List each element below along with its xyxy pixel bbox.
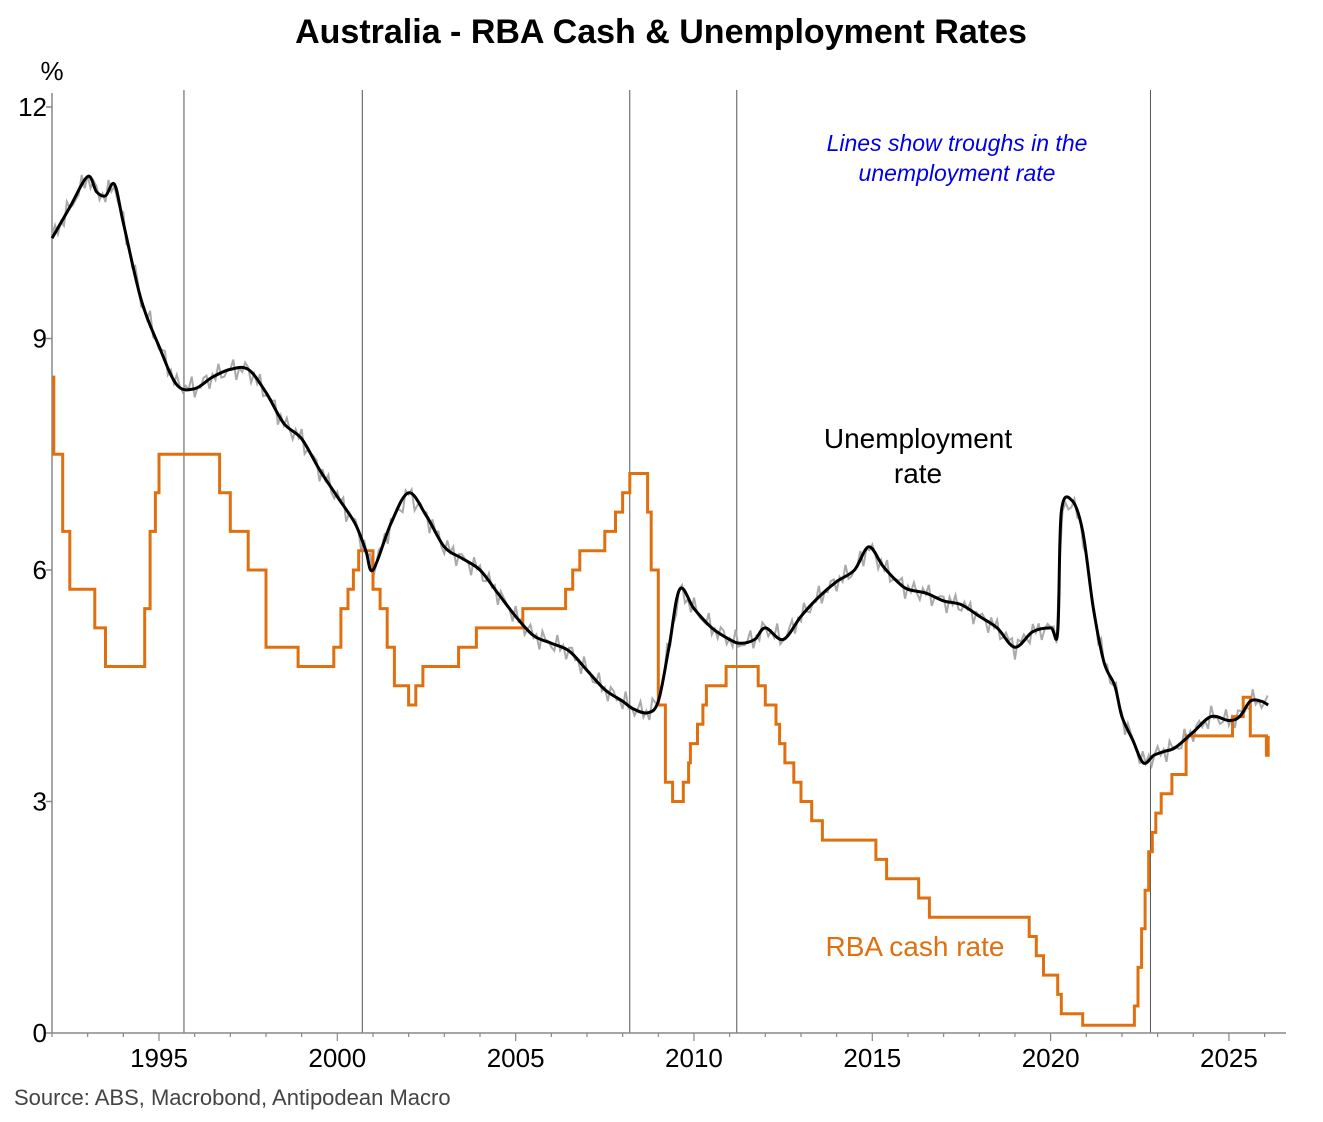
x-tick-label-2020: 2020 xyxy=(1022,1043,1080,1073)
y-tick-label-12: 12 xyxy=(18,92,47,122)
y-tick-label-9: 9 xyxy=(33,324,47,354)
y-axis-unit: % xyxy=(40,56,63,86)
source-note: Source: ABS, Macrobond, Antipodean Macro xyxy=(14,1085,451,1110)
x-tick-label-2000: 2000 xyxy=(308,1043,366,1073)
x-axis: 1995 2000 2005 2010 2015 2020 2025 xyxy=(51,1032,1286,1073)
cash-rate-label: RBA cash rate xyxy=(826,931,1005,962)
y-axis: 0 3 6 9 12 xyxy=(18,92,53,1048)
chart-title: Australia - RBA Cash & Unemployment Rate… xyxy=(295,13,1027,51)
unemployment-label-line-2: rate xyxy=(894,458,942,489)
annotation-line-1: Lines show troughs in the xyxy=(827,130,1088,156)
y-tick-label-6: 6 xyxy=(33,555,47,585)
cash-rate-line xyxy=(52,375,1270,1027)
unemployment-line xyxy=(50,174,1269,765)
x-tick-label-2005: 2005 xyxy=(487,1043,545,1073)
x-tick-label-2010: 2010 xyxy=(665,1043,723,1073)
x-tick-label-1995: 1995 xyxy=(130,1043,188,1073)
y-tick-label-3: 3 xyxy=(33,787,47,817)
y-tick-label-0: 0 xyxy=(33,1018,47,1048)
x-tick-label-2025: 2025 xyxy=(1200,1043,1258,1073)
unemployment-label-line-1: Unemployment xyxy=(824,423,1013,454)
trough-lines xyxy=(183,90,1151,1033)
x-tick-label-2015: 2015 xyxy=(843,1043,901,1073)
annotation-line-2: unemployment rate xyxy=(859,160,1056,186)
